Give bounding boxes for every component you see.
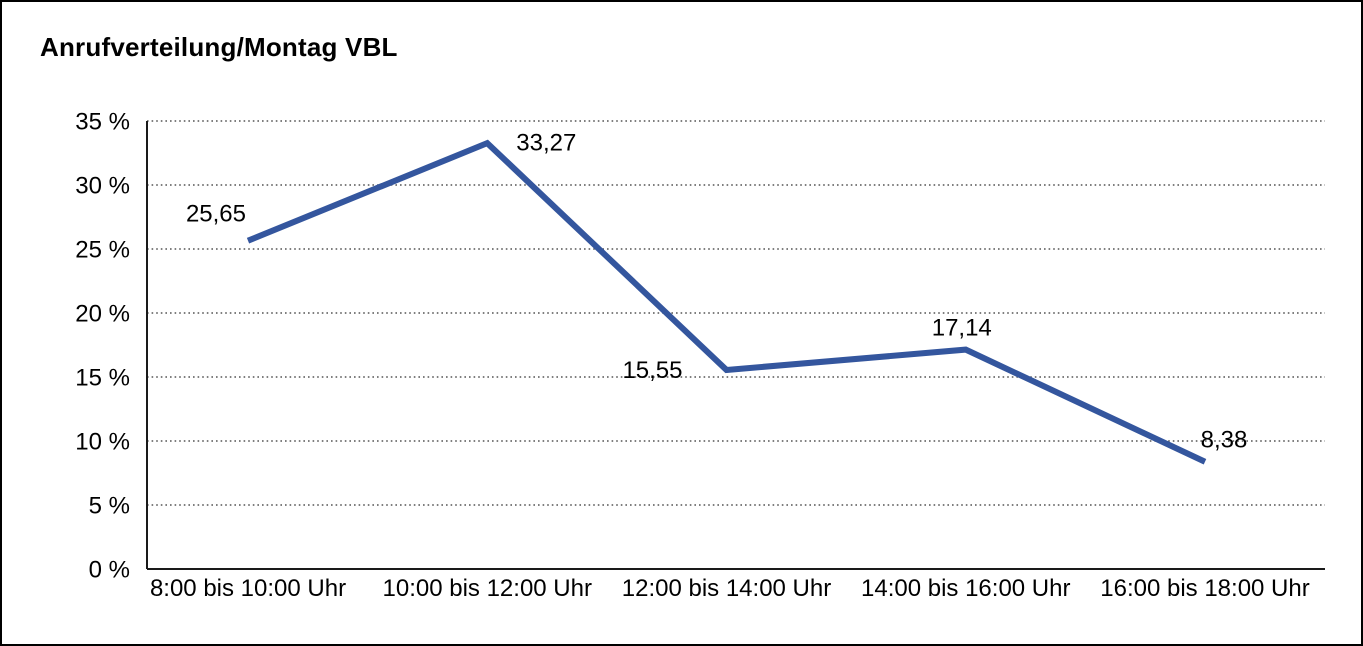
y-tick-label: 5 % xyxy=(89,493,130,520)
y-tick-label: 20 % xyxy=(75,301,130,328)
data-point-label: 8,38 xyxy=(1201,427,1248,454)
data-point-label: 25,65 xyxy=(186,201,246,228)
x-category-label: 16:00 bis 18:00 Uhr xyxy=(1100,575,1309,602)
y-tick-label: 35 % xyxy=(75,109,130,136)
data-line xyxy=(246,139,1207,465)
data-point-label: 15,55 xyxy=(622,357,682,384)
x-category-label: 8:00 bis 10:00 Uhr xyxy=(150,575,346,602)
y-tick-label: 30 % xyxy=(75,173,130,200)
y-tick-label: 15 % xyxy=(75,365,130,392)
x-category-label: 10:00 bis 12:00 Uhr xyxy=(383,575,592,602)
chart-title: Anrufverteilung/Montag VBL xyxy=(40,32,398,62)
y-tick-label: 0 % xyxy=(89,557,130,584)
x-category-label: 14:00 bis 16:00 Uhr xyxy=(861,575,1070,602)
data-point-label: 33,27 xyxy=(516,130,576,157)
y-tick-label: 10 % xyxy=(75,429,130,456)
data-point-label: 17,14 xyxy=(932,315,992,342)
x-category-label: 12:00 bis 14:00 Uhr xyxy=(622,575,831,602)
y-tick-label: 25 % xyxy=(75,237,130,264)
